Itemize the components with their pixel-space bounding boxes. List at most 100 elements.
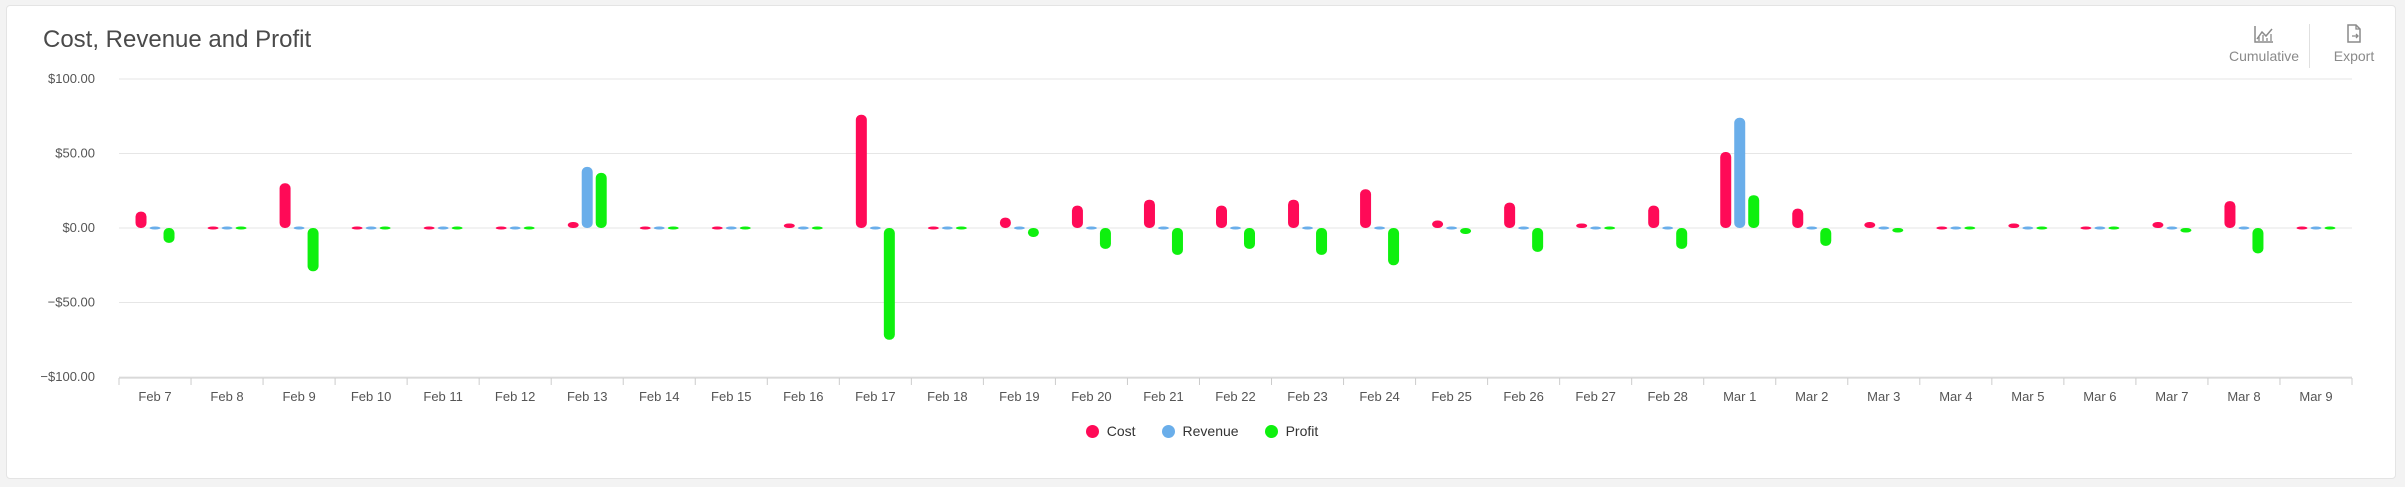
- x-tick-label: Feb 22: [1215, 389, 1255, 404]
- bar-cost: [135, 211, 147, 228]
- x-tick-label: Feb 15: [711, 389, 751, 404]
- bar-revenue: [149, 226, 161, 230]
- bar-revenue: [1950, 226, 1962, 230]
- bar-revenue: [509, 226, 521, 230]
- x-tick-label: Feb 17: [855, 389, 895, 404]
- bar-cost: [1071, 205, 1083, 228]
- bar-revenue: [365, 226, 377, 230]
- bar-profit: [1604, 226, 1616, 230]
- bar-profit: [811, 226, 823, 230]
- legend-item-cost[interactable]: Cost: [1085, 423, 1136, 439]
- export-button[interactable]: Export: [2309, 24, 2399, 64]
- bar-revenue: [2094, 226, 2106, 230]
- bar-revenue: [581, 166, 593, 228]
- x-tick-label: Feb 16: [783, 389, 823, 404]
- bar-cost: [1216, 205, 1227, 228]
- y-tick-label: −$50.00: [48, 295, 95, 310]
- bar-profit: [739, 226, 751, 230]
- bar-profit: [883, 228, 895, 340]
- chart-card: Cost, Revenue and Profit Cumulative Expo…: [6, 5, 2396, 479]
- bar-chart: $100.00 $50.00 $0.00 −$50.00 −$100.00 Feb 7 Fe…: [40, 71, 2353, 404]
- bar-cost: [1936, 226, 1948, 230]
- y-tick-label: $50.00: [55, 146, 95, 161]
- bar-profit: [1027, 228, 1039, 237]
- bar-revenue: [2310, 226, 2322, 230]
- bar-profit: [1388, 228, 1400, 266]
- bar-profit: [379, 226, 391, 230]
- bar-cost: [1648, 205, 1660, 228]
- x-tick-label: Feb 28: [1647, 389, 1687, 404]
- bar-cost: [351, 226, 363, 230]
- x-tick-label: Mar 6: [2083, 389, 2116, 404]
- y-tick-label: −$100.00: [40, 369, 95, 384]
- bar-profit: [1532, 228, 1544, 252]
- bar-revenue: [1374, 226, 1386, 230]
- bar-profit: [1964, 226, 1976, 230]
- bar-profit: [451, 226, 463, 230]
- bar-profit: [2180, 228, 2192, 233]
- x-tick-label: Feb 13: [567, 389, 607, 404]
- x-tick-label: Feb 10: [351, 389, 391, 404]
- bar-cost: [1720, 152, 1732, 228]
- x-tick-label: Feb 19: [999, 389, 1039, 404]
- x-tick-label: Feb 21: [1143, 389, 1183, 404]
- file-export-icon: [2347, 24, 2361, 43]
- export-label: Export: [2333, 48, 2375, 64]
- bar-profit: [307, 228, 319, 272]
- bar-revenue: [293, 226, 305, 230]
- x-tick-label: Feb 7: [138, 389, 171, 404]
- bar-profit: [1676, 228, 1688, 249]
- bar-cost: [207, 226, 219, 230]
- x-tick-label: Mar 8: [2227, 389, 2260, 404]
- bar-cost: [2224, 201, 2236, 228]
- bar-cost: [639, 226, 651, 230]
- x-tick-label: Mar 5: [2011, 389, 2044, 404]
- bar-cost: [711, 226, 723, 230]
- bar-profit: [1460, 228, 1472, 234]
- bar-profit: [595, 172, 607, 228]
- chart-title: Cost, Revenue and Profit: [43, 26, 312, 53]
- bar-cost: [2080, 226, 2092, 230]
- bar-cost: [279, 183, 291, 228]
- bar-revenue: [1013, 226, 1025, 230]
- legend-swatch-revenue: [1161, 424, 1175, 438]
- bar-revenue: [653, 226, 665, 230]
- bar-profit: [1892, 228, 1904, 233]
- bar-cost: [1576, 223, 1588, 228]
- legend-label-cost: Cost: [1106, 423, 1136, 439]
- line-chart-icon: [2254, 26, 2273, 43]
- bar-cost: [423, 226, 435, 230]
- bar-revenue: [797, 226, 809, 230]
- bar-revenue: [1806, 226, 1818, 230]
- bar-revenue: [869, 226, 881, 230]
- legend-swatch-profit: [1264, 424, 1278, 438]
- bar-revenue: [941, 226, 953, 230]
- legend-swatch-cost: [1085, 424, 1099, 438]
- bar-profit: [1316, 228, 1328, 255]
- x-tick-label: Feb 9: [282, 389, 315, 404]
- y-tick-label: $100.00: [48, 71, 95, 86]
- x-tick-label: Feb 14: [639, 389, 679, 404]
- bar-revenue: [1734, 117, 1746, 228]
- bar-revenue: [1157, 226, 1169, 230]
- bar-profit: [955, 226, 967, 230]
- x-tick-label: Feb 18: [927, 389, 967, 404]
- bar-revenue: [2022, 226, 2034, 230]
- x-tick-label: Mar 2: [1795, 389, 1828, 404]
- x-tick-label: Mar 9: [2299, 389, 2332, 404]
- bar-cost: [1432, 220, 1444, 228]
- bar-profit: [163, 228, 175, 243]
- bar-revenue: [2238, 226, 2250, 230]
- bar-profit: [1099, 228, 1111, 249]
- legend-item-revenue[interactable]: Revenue: [1161, 423, 1239, 439]
- x-tick-label: Mar 7: [2155, 389, 2188, 404]
- bar-cost: [2152, 222, 2164, 228]
- cumulative-button[interactable]: Cumulative: [2219, 24, 2309, 64]
- bar-revenue: [221, 226, 233, 230]
- legend-item-profit[interactable]: Profit: [1264, 423, 1318, 439]
- chart-legend: Cost Revenue Profit: [7, 423, 2397, 439]
- bar-revenue: [1518, 226, 1530, 230]
- bar-profit: [2108, 226, 2120, 230]
- x-tick-label: Feb 20: [1071, 389, 1111, 404]
- bar-cost: [1288, 199, 1300, 228]
